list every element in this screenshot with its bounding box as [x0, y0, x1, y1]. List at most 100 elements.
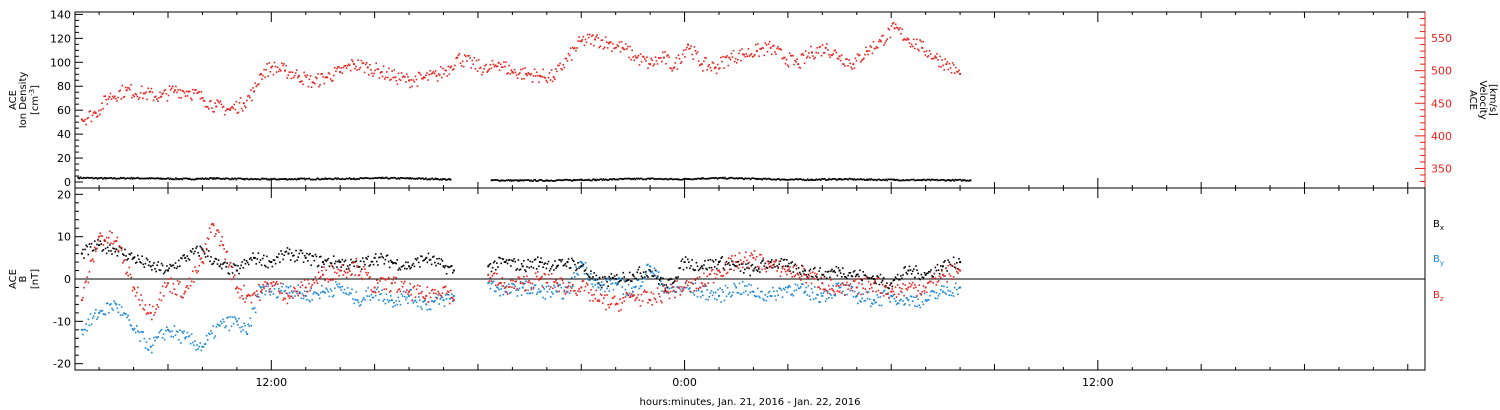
velocity-point — [826, 43, 828, 45]
bz-point — [763, 264, 766, 267]
velocity-point — [416, 85, 419, 88]
by-point — [388, 299, 391, 302]
bz-point — [872, 290, 874, 293]
bx-point — [367, 255, 369, 258]
density-point — [329, 178, 332, 180]
density-point — [312, 178, 315, 181]
bz-point — [206, 237, 209, 239]
density-point — [352, 177, 355, 180]
velocity-point — [808, 52, 810, 54]
density-point — [833, 178, 836, 180]
bx-point — [786, 265, 789, 268]
density-point — [530, 179, 532, 182]
by-point — [769, 294, 772, 297]
bx-point — [761, 260, 763, 263]
density-point — [781, 178, 784, 181]
by-point — [857, 302, 859, 305]
bz-point — [383, 288, 386, 291]
velocity-point — [819, 45, 822, 48]
bx-point — [848, 272, 851, 274]
velocity-point — [374, 69, 376, 72]
by-point — [538, 290, 541, 293]
by-point — [625, 293, 628, 296]
bx-point — [355, 260, 358, 262]
density-point — [868, 178, 871, 180]
bz-point — [872, 282, 875, 285]
bx-point — [900, 275, 902, 277]
bz-point — [154, 311, 156, 314]
velocity-point — [959, 72, 962, 75]
bz-point — [97, 239, 99, 242]
bx-point — [443, 266, 446, 269]
density-point — [122, 177, 124, 179]
bz-point — [409, 282, 411, 285]
bx-point — [621, 277, 623, 280]
bz-point — [179, 281, 181, 283]
density-point — [429, 178, 432, 181]
bx-point — [222, 263, 224, 265]
density-point — [707, 177, 709, 180]
velocity-point — [909, 45, 912, 48]
by-point — [854, 296, 857, 298]
by-point — [518, 287, 521, 290]
bz-point — [533, 278, 536, 280]
velocity-point — [741, 48, 743, 50]
density-point — [524, 179, 527, 181]
bz-point — [943, 275, 945, 277]
by-point — [191, 341, 194, 344]
velocity-point — [104, 95, 107, 98]
bz-point — [325, 269, 327, 271]
velocity-point — [555, 68, 557, 70]
velocity-point — [287, 74, 290, 76]
by-point — [332, 294, 335, 297]
bz-point — [265, 285, 267, 288]
by-point — [533, 284, 536, 287]
bz-point — [195, 269, 197, 272]
by-point — [903, 304, 905, 306]
density-point — [318, 178, 320, 181]
bz-point — [645, 291, 647, 294]
by-point — [216, 323, 219, 326]
bz-point — [871, 286, 873, 289]
velocity-point — [680, 60, 683, 63]
bz-point — [731, 255, 733, 257]
bz-point — [92, 260, 95, 263]
velocity-point — [576, 47, 578, 49]
bx-point — [788, 262, 790, 265]
bx-point — [832, 270, 834, 273]
velocity-point — [726, 55, 729, 57]
bz-point — [90, 259, 93, 262]
density-point — [506, 179, 509, 182]
by-point — [564, 286, 567, 288]
density-point — [813, 179, 815, 181]
bz-point — [918, 284, 920, 287]
density-point — [568, 179, 570, 181]
bz-point — [355, 257, 358, 260]
velocity-point — [262, 74, 264, 77]
by-point — [695, 289, 698, 292]
bx-point — [182, 254, 184, 257]
by-point — [664, 287, 666, 289]
bx-point — [625, 279, 628, 282]
velocity-point — [710, 69, 713, 72]
bx-point — [827, 270, 830, 273]
bx-point — [281, 253, 283, 255]
velocity-point — [404, 76, 406, 78]
density-point — [885, 178, 887, 181]
velocity-point — [716, 63, 719, 66]
by-point — [447, 294, 450, 296]
by-point — [494, 290, 497, 293]
by-point — [181, 330, 183, 333]
bz-point — [502, 285, 505, 287]
by-point — [867, 291, 870, 293]
by-point — [423, 300, 425, 303]
bz-point — [745, 251, 747, 254]
by-point — [360, 300, 363, 303]
bz-point — [169, 290, 171, 293]
bx-point — [354, 261, 357, 263]
bx-point — [863, 274, 866, 277]
density-point — [344, 178, 347, 180]
velocity-point — [602, 47, 605, 50]
by-point — [945, 293, 947, 295]
bz-point — [562, 282, 565, 284]
